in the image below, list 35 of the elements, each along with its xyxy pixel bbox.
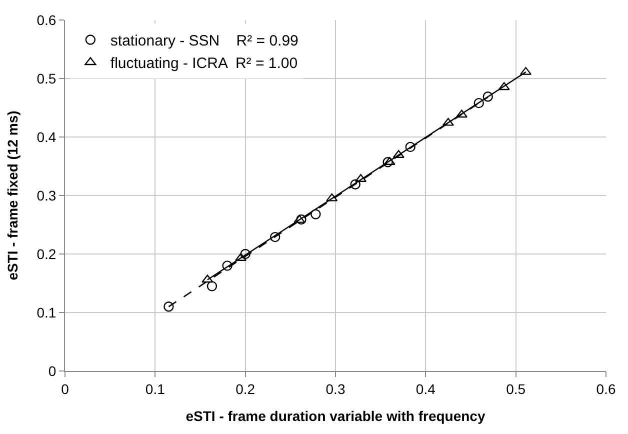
point bbox=[482, 92, 493, 102]
x-tick-label: 0.3 bbox=[326, 380, 346, 397]
y-tick-label: 0.3 bbox=[36, 187, 56, 204]
point bbox=[296, 214, 306, 225]
point bbox=[310, 209, 321, 220]
point bbox=[164, 302, 174, 312]
point bbox=[206, 281, 218, 292]
point bbox=[202, 274, 214, 283]
x-tick-label: 0.1 bbox=[145, 380, 166, 397]
y-tick-label: 0.6 bbox=[36, 12, 56, 28]
point bbox=[405, 142, 416, 152]
point bbox=[382, 157, 393, 168]
point bbox=[294, 214, 306, 223]
point bbox=[270, 232, 280, 242]
x-tick-label: 0 bbox=[61, 380, 70, 397]
y-tick-label: 0.2 bbox=[36, 246, 56, 262]
y-axis-title: eSTI - frame fixed (12 ms) bbox=[4, 110, 20, 280]
x-tick-label: 0.4 bbox=[416, 380, 436, 397]
x-axis-title: eSTI - frame duration variable with frequency bbox=[186, 408, 486, 424]
point bbox=[326, 193, 338, 202]
point bbox=[384, 157, 396, 166]
x-tick-label: 0.2 bbox=[236, 380, 256, 397]
point bbox=[240, 248, 250, 260]
y-tick-label: 0 bbox=[48, 362, 56, 379]
y-tick-label: 0.4 bbox=[36, 128, 56, 145]
point bbox=[474, 98, 484, 108]
y-tick-label: 0.1 bbox=[36, 304, 56, 320]
point bbox=[498, 82, 510, 90]
point bbox=[222, 260, 232, 271]
legend-label: stationary - SSN R² = 0.99 bbox=[110, 32, 298, 50]
point bbox=[350, 179, 360, 190]
x-tick-label: 0.6 bbox=[596, 380, 616, 397]
x-tick-label: 0.5 bbox=[506, 380, 526, 397]
legend-label: fluctuating - ICRA R² = 1.00 bbox=[110, 55, 298, 72]
y-tick-label: 0.5 bbox=[36, 70, 56, 86]
